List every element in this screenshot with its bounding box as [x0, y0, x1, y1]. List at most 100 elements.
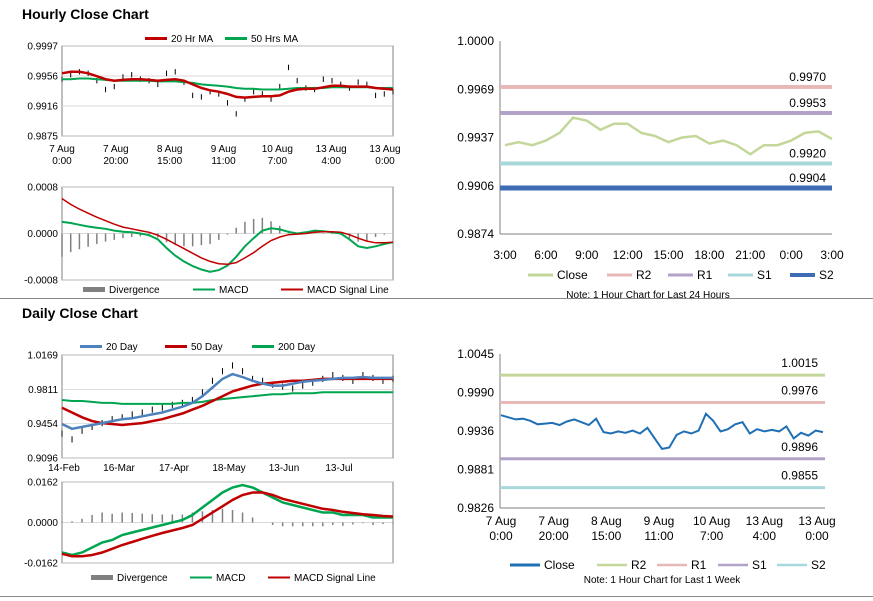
hourly-price-x-tick-label: 7 Aug: [49, 144, 75, 155]
daily-price-x-tick-label: 18-May: [212, 463, 245, 474]
daily-level-label-R2: 1.0015: [781, 356, 818, 370]
daily-macd-line: [61, 483, 393, 557]
hourly-legend-divergence-label: Divergence: [109, 285, 160, 296]
daily-levels-y-tick-label: 0.9990: [457, 386, 494, 400]
daily-levels-x-tick-label: 0:00: [805, 529, 829, 543]
daily-levels-x-tick-label: 7:00: [700, 529, 724, 543]
daily-levels-legend-label: R1: [691, 558, 707, 572]
hourly-price-x-tick-label: 11:00: [211, 156, 236, 167]
hourly-levels-legend-label: S2: [819, 268, 834, 282]
daily-levels-y-tick-label: 0.9936: [457, 424, 494, 438]
hourly-price-x-tick-label: 8 Aug: [157, 144, 183, 155]
hourly-price-x-tick-label: 15:00: [157, 156, 182, 167]
hourly-price-x-tick-label: 0:00: [375, 156, 395, 167]
hourly-price-x-tick-label: 0:00: [52, 156, 72, 167]
daily-level-label-S2: 0.9855: [781, 469, 818, 483]
hourly-price-x-tick-label: 10 Aug: [262, 144, 293, 155]
daily-signal-line: [61, 491, 394, 558]
hourly-levels-legend-label: R1: [697, 268, 713, 282]
hourly-ma20-line: [61, 70, 394, 99]
daily-price-x-tick-label: 13-Jul: [325, 463, 352, 474]
hourly-levels-x-tick-label: 15:00: [653, 248, 683, 262]
hourly-levels-x-tick-label: 6:00: [534, 248, 558, 262]
hourly-price-y-tick-label: 0.9956: [27, 72, 58, 83]
daily-levels-close-line: [500, 412, 824, 451]
daily-price-y-tick-label: 0.9811: [28, 385, 58, 396]
hourly-level-label-R2: 0.9970: [789, 70, 826, 84]
daily-levels-legend-label: Close: [544, 558, 575, 572]
hourly-levels-x-tick-label: 21:00: [735, 248, 765, 262]
daily-price-y-tick-label: 0.9454: [27, 419, 58, 430]
daily-price-x-tick-label: 14-Feb: [48, 463, 80, 474]
hourly-macd-y-tick-label: 0.0000: [27, 229, 58, 240]
hourly-section-title: Hourly Close Chart: [22, 6, 149, 22]
daily-levels-x-tick-label: 9 Aug: [644, 514, 675, 528]
hourly-levels-x-tick-label: 9:00: [575, 248, 599, 262]
hourly-price-y-tick-label: 0.9997: [27, 42, 58, 53]
hourly-levels-note: Note: 1 Hour Chart for Last 24 Hours: [566, 290, 729, 301]
daily-legend-ma20-label: 20 Day: [106, 342, 138, 353]
daily-levels-x-tick-label: 7 Aug: [486, 514, 517, 528]
hourly-levels-y-tick-label: 0.9937: [457, 131, 494, 145]
hourly-levels-legend-label: R2: [636, 268, 652, 282]
hourly-macd-y-tick-label: -0.0008: [24, 276, 58, 287]
hourly-signal-line: [61, 197, 394, 266]
hourly-macd-line: [61, 220, 394, 273]
daily-levels-x-tick-label: 0:00: [489, 529, 513, 543]
daily-levels-y-tick-label: 1.0045: [457, 347, 494, 361]
daily-legend-ma200-label: 200 Day: [278, 342, 315, 353]
hourly-legend-ma20-label: 20 Hr MA: [171, 34, 214, 45]
daily-levels-y-tick-label: 0.9826: [457, 501, 494, 515]
hourly-legend-signal-label: MACD Signal Line: [307, 285, 389, 296]
daily-levels-y-tick-label: 0.9881: [457, 463, 494, 477]
daily-legend-divergence-label: Divergence: [117, 573, 168, 584]
hourly-price-x-tick-label: 13 Aug: [316, 144, 347, 155]
daily-price-frame: [61, 354, 394, 459]
hourly-levels-x-tick-label: 12:00: [613, 248, 643, 262]
daily-macd-y-tick-label: 0.0000: [27, 518, 58, 529]
hourly-levels-x-tick-label: 3:00: [820, 248, 844, 262]
daily-legend-macd-label: MACD: [216, 573, 245, 584]
hourly-level-label-S2: 0.9904: [789, 171, 826, 185]
hourly-legend-macd-label: MACD: [219, 285, 248, 296]
hourly-levels-legend-label: S1: [757, 268, 772, 282]
daily-price-x-tick-label: 16-Mar: [103, 463, 135, 474]
hourly-price-y-tick-label: 0.9875: [27, 132, 58, 143]
daily-macd-y-tick-label: -0.0162: [24, 559, 58, 570]
daily-price-x-tick-label: 17-Apr: [159, 463, 190, 474]
hourly-levels-x-tick-label: 18:00: [694, 248, 724, 262]
daily-levels-note: Note: 1 Hour Chart for Last 1 Week: [584, 575, 742, 586]
daily-legend-signal-label: MACD Signal Line: [294, 573, 376, 584]
daily-levels-legend-label: S2: [811, 558, 826, 572]
daily-section-title: Daily Close Chart: [22, 305, 138, 321]
daily-levels-x-tick-label: 13 Aug: [798, 514, 835, 528]
hourly-levels-x-tick-label: 0:00: [779, 248, 803, 262]
hourly-legend-ma50-label: 50 Hrs MA: [251, 34, 299, 45]
hourly-price-frame: [61, 45, 394, 137]
bottom-border: [0, 596, 873, 597]
daily-levels-x-tick-label: 15:00: [591, 529, 621, 543]
daily-ma200-line: [61, 391, 393, 405]
daily-levels-x-tick-label: 13 Aug: [746, 514, 783, 528]
hourly-price-y-tick-label: 0.9916: [27, 102, 58, 113]
hourly-price-x-tick-label: 7 Aug: [103, 144, 129, 155]
hourly-price-x-tick-label: 13 Aug: [369, 144, 400, 155]
daily-ma20-line: [61, 372, 393, 431]
daily-levels-x-tick-label: 20:00: [539, 529, 569, 543]
hourly-levels-y-tick-label: 0.9874: [457, 227, 494, 241]
daily-levels-legend-label: S1: [752, 558, 767, 572]
daily-levels-x-tick-label: 11:00: [644, 529, 673, 543]
daily-levels-x-tick-label: 10 Aug: [693, 514, 730, 528]
hourly-levels-y-tick-label: 0.9969: [457, 82, 494, 96]
hourly-macd-y-tick-label: 0.0008: [27, 183, 58, 194]
hourly-legend-divergence-swatch: [83, 287, 105, 292]
daily-level-label-R1: 0.9976: [781, 384, 818, 398]
daily-legend-ma50-label: 50 Day: [191, 342, 223, 353]
daily-level-label-S1: 0.9896: [781, 440, 818, 454]
hourly-levels-y-tick-label: 0.9906: [457, 179, 494, 193]
daily-price-y-tick-label: 0.9096: [27, 454, 58, 465]
hourly-price-x-tick-label: 20:00: [103, 156, 128, 167]
hourly-price-x-tick-label: 7:00: [268, 156, 288, 167]
hourly-levels-legend-label: Close: [557, 268, 588, 282]
